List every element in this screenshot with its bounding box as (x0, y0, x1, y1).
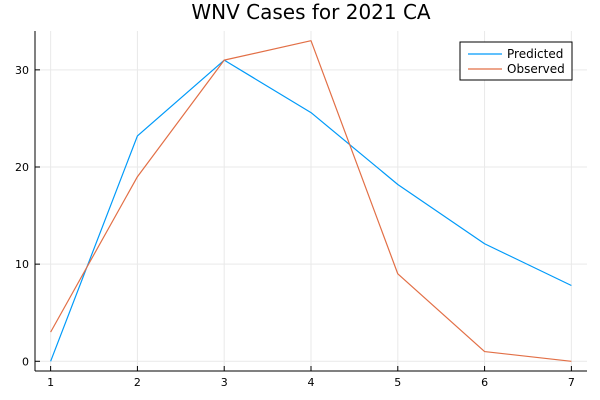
x-tick-label: 4 (308, 376, 315, 389)
x-tick-label: 2 (134, 376, 141, 389)
x-tick-label: 6 (481, 376, 488, 389)
grid (35, 31, 587, 371)
series-line-observed (50, 40, 572, 362)
legend-label-predicted: Predicted (507, 47, 563, 61)
x-tick-label: 5 (394, 376, 401, 389)
legend-box (459, 41, 573, 81)
y-tick-label: 20 (15, 161, 29, 174)
series (50, 40, 572, 362)
y-tick-label: 10 (15, 258, 29, 271)
y-tick-label: 0 (22, 355, 29, 368)
y-tick-label: 30 (15, 64, 29, 77)
axes: 1 2 3 4 5 6 7 0 10 20 30 (15, 31, 587, 389)
chart-title: WNV Cases for 2021 CA (191, 0, 431, 24)
x-tick-label: 3 (221, 376, 228, 389)
legend-label-observed: Observed (507, 62, 565, 76)
series-line-predicted (50, 59, 572, 362)
x-tick-label: 1 (47, 376, 54, 389)
x-tick-label: 7 (568, 376, 575, 389)
